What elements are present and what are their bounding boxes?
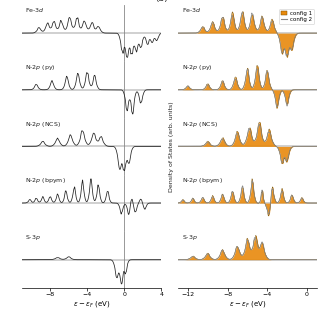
Legend: config 1, config 2: config 1, config 2 <box>279 9 314 24</box>
Text: N-2$p$ (NCS): N-2$p$ (NCS) <box>182 120 218 129</box>
Text: Fe-3$d$: Fe-3$d$ <box>25 6 45 14</box>
Text: S-3$p$: S-3$p$ <box>182 233 198 242</box>
Text: (b): (b) <box>156 0 168 3</box>
X-axis label: $\varepsilon - \varepsilon_F$ (eV): $\varepsilon - \varepsilon_F$ (eV) <box>229 299 266 308</box>
Text: N-2$p$ (py): N-2$p$ (py) <box>25 63 56 72</box>
Text: N-2$p$ (py): N-2$p$ (py) <box>182 63 213 72</box>
Text: Density of States (arb. units): Density of States (arb. units) <box>169 101 174 192</box>
Text: Fe-3$d$: Fe-3$d$ <box>182 6 202 14</box>
Text: N-2$p$ (bpym): N-2$p$ (bpym) <box>25 176 66 185</box>
Text: N-2$p$ (NCS): N-2$p$ (NCS) <box>25 120 61 129</box>
Text: N-2$p$ (bpym): N-2$p$ (bpym) <box>182 176 223 185</box>
Text: S-3$p$: S-3$p$ <box>25 233 41 242</box>
X-axis label: $\varepsilon - \varepsilon_F$ (eV): $\varepsilon - \varepsilon_F$ (eV) <box>73 299 110 308</box>
